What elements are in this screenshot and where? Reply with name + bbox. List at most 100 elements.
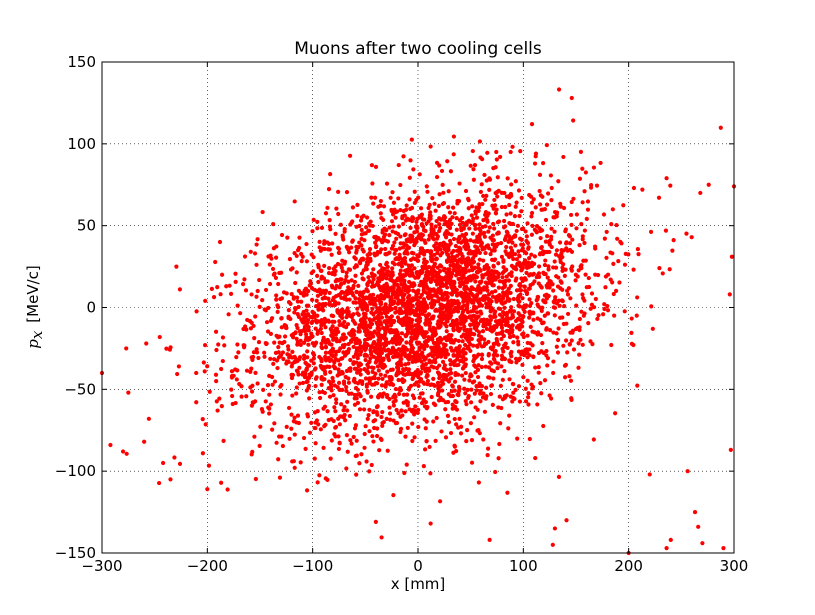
data-point: [157, 480, 162, 486]
data-point: [279, 434, 284, 439]
data-point: [336, 348, 342, 354]
data-point: [500, 275, 505, 280]
data-point: [545, 191, 551, 196]
data-point: [473, 325, 479, 330]
data-point: [379, 315, 385, 320]
data-point: [445, 159, 450, 164]
data-point: [508, 309, 513, 314]
data-point: [249, 452, 254, 457]
data-point: [309, 320, 314, 325]
data-point: [329, 342, 334, 347]
data-point: [289, 426, 294, 431]
data-point: [349, 278, 354, 283]
data-point: [355, 202, 360, 207]
data-point: [328, 172, 333, 177]
data-point: [268, 318, 273, 323]
data-point: [302, 318, 307, 324]
data-point: [405, 289, 410, 294]
data-point: [478, 243, 484, 248]
data-point: [386, 340, 392, 345]
data-point: [565, 350, 570, 355]
data-point: [352, 279, 358, 285]
data-point: [317, 473, 322, 478]
y-axis-label-unit: [MeV/c]: [24, 265, 42, 322]
data-point: [506, 298, 512, 303]
data-point: [721, 545, 726, 551]
data-point: [383, 330, 388, 335]
data-point: [536, 330, 541, 335]
data-point: [482, 246, 487, 251]
data-point: [362, 238, 367, 243]
data-point: [487, 270, 492, 275]
data-point: [408, 158, 413, 163]
data-point: [525, 333, 530, 338]
x-tick-label: 0: [413, 557, 423, 575]
data-point: [381, 288, 386, 293]
data-point: [341, 332, 346, 337]
data-point: [540, 321, 545, 326]
data-point: [460, 339, 465, 344]
data-point: [215, 285, 220, 290]
data-point: [396, 411, 401, 416]
data-point: [521, 242, 526, 247]
data-point: [488, 309, 493, 314]
data-point: [319, 321, 324, 326]
data-point: [493, 289, 498, 294]
data-point: [496, 306, 501, 311]
data-point: [487, 187, 492, 192]
data-point: [304, 362, 310, 367]
data-point: [387, 405, 392, 410]
data-point: [629, 316, 634, 321]
data-point: [205, 487, 210, 492]
data-point: [499, 204, 504, 210]
data-point: [248, 369, 253, 374]
y-axis-label-symbol: p: [24, 339, 42, 349]
data-point: [275, 365, 280, 371]
data-point: [668, 183, 673, 188]
data-point: [279, 296, 285, 301]
data-point: [455, 253, 460, 258]
data-point: [434, 415, 439, 421]
data-point: [310, 229, 315, 234]
data-point: [412, 243, 417, 248]
data-point: [455, 299, 460, 304]
data-point: [424, 184, 429, 189]
data-point: [351, 434, 356, 440]
data-point: [416, 383, 421, 389]
data-point: [545, 234, 550, 239]
data-point: [380, 230, 385, 235]
data-point: [455, 237, 461, 242]
data-point: [369, 296, 374, 301]
data-point: [458, 268, 463, 273]
data-point: [328, 370, 333, 375]
data-point: [431, 365, 436, 370]
data-point: [370, 369, 375, 374]
data-point: [406, 263, 411, 268]
data-point: [277, 475, 283, 480]
data-point: [410, 218, 415, 224]
data-point: [635, 246, 640, 252]
data-point: [357, 407, 363, 412]
data-point: [314, 298, 319, 303]
data-point: [545, 249, 550, 255]
data-point: [441, 316, 446, 321]
data-point: [304, 286, 309, 291]
data-point: [499, 330, 504, 335]
data-point: [430, 303, 435, 309]
data-point: [293, 330, 298, 336]
data-point: [422, 381, 427, 386]
data-point: [326, 417, 331, 423]
data-point: [554, 214, 559, 219]
data-point: [454, 287, 459, 293]
data-point: [507, 202, 512, 208]
data-point: [463, 370, 468, 376]
data-point: [536, 365, 541, 370]
data-point: [574, 303, 579, 308]
data-point: [412, 331, 417, 337]
data-point: [619, 241, 624, 246]
data-point: [375, 294, 381, 299]
data-point: [524, 291, 530, 297]
data-point: [405, 251, 410, 256]
data-point: [387, 396, 392, 402]
